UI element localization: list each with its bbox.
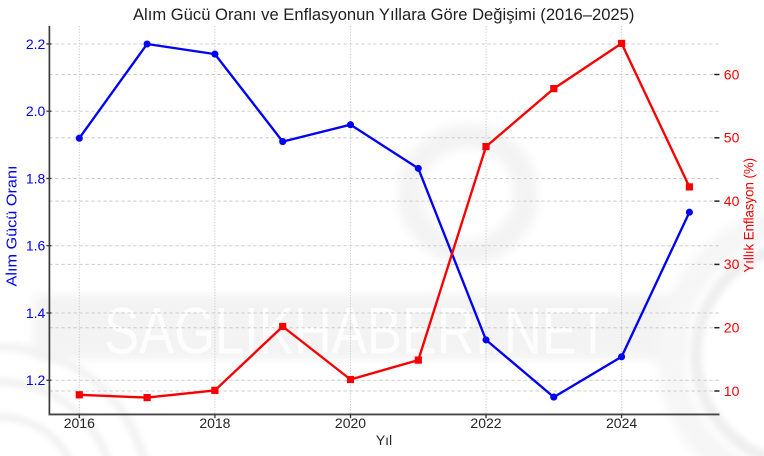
svg-text:2020: 2020 <box>335 415 366 431</box>
svg-text:SAGLIKHABERI.NET: SAGLIKHABERI.NET <box>104 294 609 367</box>
svg-text:20: 20 <box>724 320 740 336</box>
svg-text:Alım Gücü Oranı ve Enflasyonun: Alım Gücü Oranı ve Enflasyonun Yıllara G… <box>133 5 634 24</box>
svg-text:Yıl: Yıl <box>376 432 392 448</box>
svg-text:2024: 2024 <box>606 415 637 431</box>
svg-text:1.8: 1.8 <box>26 170 46 186</box>
svg-text:1.2: 1.2 <box>26 372 46 388</box>
svg-text:Alım Gücü Oranı: Alım Gücü Oranı <box>4 166 21 287</box>
svg-text:1.4: 1.4 <box>26 305 46 321</box>
svg-text:2.0: 2.0 <box>26 103 46 119</box>
svg-text:60: 60 <box>724 66 740 82</box>
svg-text:40: 40 <box>724 193 740 209</box>
svg-text:50: 50 <box>724 130 740 146</box>
svg-text:2016: 2016 <box>64 415 95 431</box>
svg-text:10: 10 <box>724 383 740 399</box>
svg-text:2018: 2018 <box>199 415 230 431</box>
svg-text:1.6: 1.6 <box>26 238 46 254</box>
svg-text:2.2: 2.2 <box>26 36 46 52</box>
svg-text:2022: 2022 <box>470 415 501 431</box>
svg-text:30: 30 <box>724 256 740 272</box>
svg-text:Yıllık Enflasyon (%): Yıllık Enflasyon (%) <box>741 158 757 273</box>
